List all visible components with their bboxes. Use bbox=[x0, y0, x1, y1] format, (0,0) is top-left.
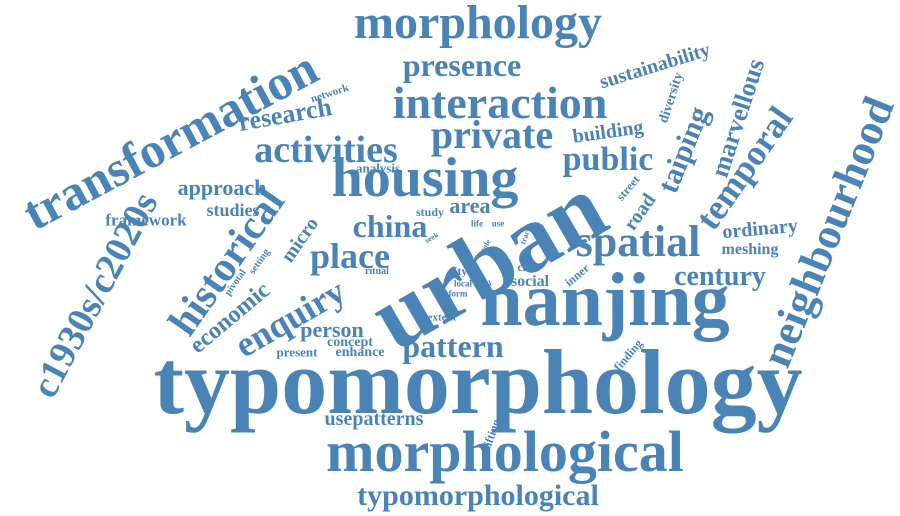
word-activities: activities bbox=[254, 129, 398, 171]
word-area: area bbox=[449, 193, 491, 218]
word-morphological: morphological bbox=[326, 419, 684, 484]
word-approach: approach bbox=[177, 175, 267, 200]
word-typomorphological: typomorphological bbox=[357, 479, 599, 512]
word-sustainability: sustainability bbox=[597, 38, 713, 94]
word-present: present bbox=[276, 344, 318, 360]
word-local: local bbox=[454, 278, 472, 289]
word-typomorphology: typomorphology bbox=[153, 331, 803, 433]
word-century: century bbox=[674, 261, 766, 292]
word-meshing: meshing bbox=[721, 241, 779, 258]
word-person: person bbox=[300, 317, 364, 342]
word-ordinary: ordinary bbox=[721, 214, 799, 244]
word-usepatterns: usepatterns bbox=[324, 408, 424, 430]
word-study: study bbox=[415, 205, 445, 219]
word-china: china bbox=[352, 208, 428, 244]
word-concept: concept bbox=[327, 335, 373, 350]
word-private: private bbox=[430, 112, 554, 157]
word-extent: extent bbox=[427, 311, 457, 324]
word-pattern: pattern bbox=[402, 328, 504, 364]
word-city: city bbox=[448, 264, 468, 278]
word-public: public bbox=[562, 141, 654, 178]
word-analysis: analysis bbox=[355, 160, 401, 176]
word-morphology: morphology bbox=[353, 0, 603, 49]
word-enhance: enhance bbox=[335, 345, 385, 360]
word-form: form bbox=[448, 288, 468, 299]
word-nanjing: nanjing bbox=[480, 258, 730, 342]
word-ritual: ritual bbox=[365, 266, 389, 277]
word-housing: housing bbox=[331, 147, 519, 209]
word-interaction: interaction bbox=[392, 77, 608, 128]
word-spatial: spatial bbox=[575, 217, 701, 266]
word-studies: studies bbox=[206, 200, 260, 220]
word-case: case bbox=[517, 260, 539, 274]
word-place: place bbox=[310, 236, 390, 276]
word-framework: framework bbox=[105, 210, 187, 230]
word-presence: presence bbox=[402, 47, 522, 83]
word-use: use bbox=[491, 218, 505, 229]
word-social: social bbox=[510, 273, 550, 290]
word-life: life bbox=[471, 218, 483, 229]
